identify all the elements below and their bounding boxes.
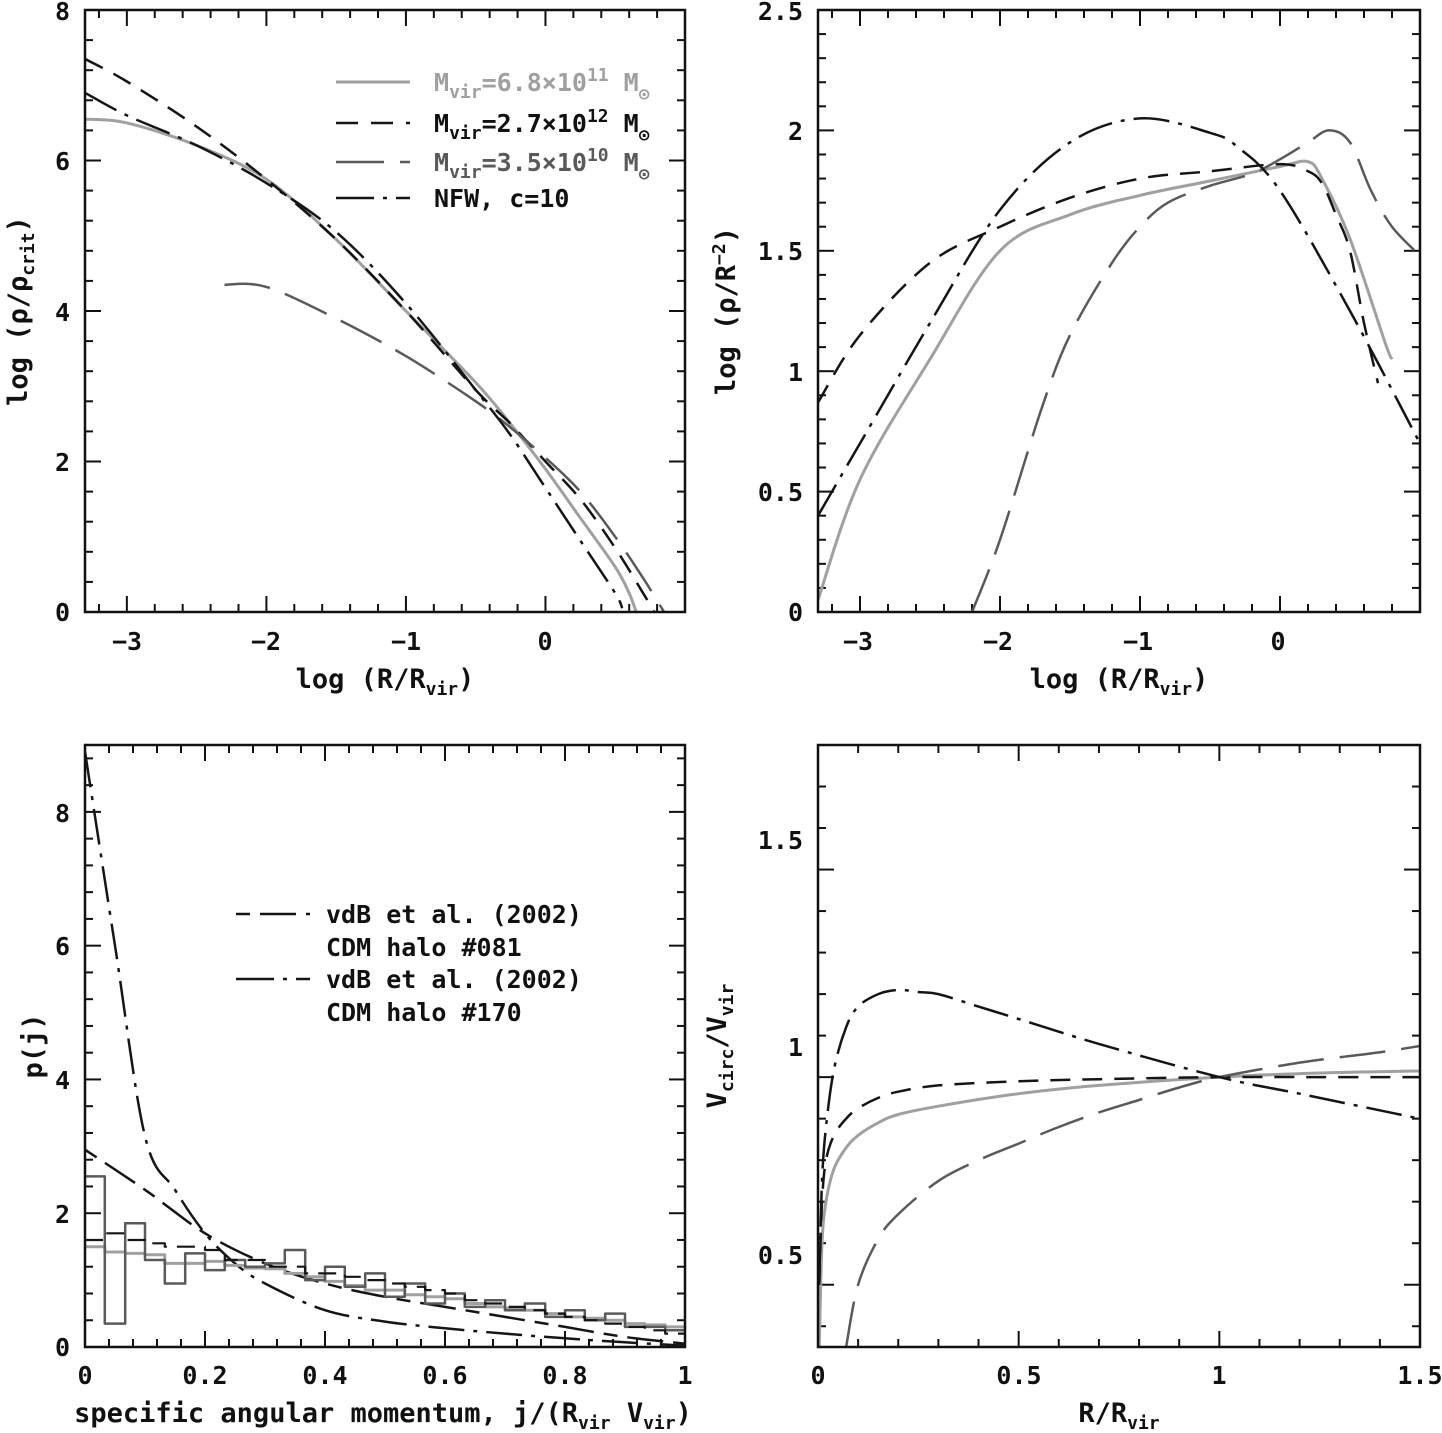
xtick-label: 0.5 <box>996 1361 1041 1390</box>
x-axis-label: log (R/Rvir) <box>296 664 475 700</box>
xtick-label: 0 <box>810 1361 825 1390</box>
panel-angular-momentum: 0 0.2 0.4 0.6 0.8 1 0 2 4 6 8 specific a… <box>18 743 693 1433</box>
series-line-dashdot-black <box>85 91 624 609</box>
ytick-label: 6 <box>55 932 70 961</box>
frame-bl <box>83 743 687 1349</box>
legend-entry: vdB et al. (2002) <box>326 965 582 994</box>
x-axis-label: R/Rvir <box>1078 1398 1159 1433</box>
series-line-short-dash-black <box>818 162 1380 404</box>
series-line-dashdot-black <box>818 988 1420 1285</box>
legend-entry: NFW, c=10 <box>434 184 569 213</box>
panel-density-profile: −3 −2 −1 0 0 2 4 6 8 log (R/Rvir) log (ρ… <box>3 0 687 700</box>
panel-rho-r2-profile: −3 −2 −1 0 0 0.5 1 1.5 2 2.5 log (R/Rvir… <box>709 0 1422 700</box>
legend-entry: CDM halo #081 <box>326 933 522 962</box>
series-line-long-dash-dark <box>844 1044 1420 1347</box>
ticks-br <box>817 744 1421 1347</box>
xtick-label: 0.4 <box>302 1361 347 1390</box>
ytick-label: 8 <box>55 799 70 828</box>
ticks-tl <box>85 9 686 613</box>
ytick-label: 0.5 <box>758 1241 803 1270</box>
ytick-label: 0.5 <box>758 478 803 507</box>
ytick-label: 2 <box>788 117 803 146</box>
series-line-short-dash-black <box>818 1075 1420 1285</box>
series-line-long-dash-dark <box>970 129 1420 612</box>
series-line-step-dark <box>85 1175 685 1332</box>
series-line-dashdot-black <box>818 117 1420 517</box>
legend-tl: Mvir=6.8×1011 M⊙ Mvir=2.7×1012 M⊙ Mvir=3… <box>336 65 650 213</box>
xtick-label: 1 <box>677 1361 692 1390</box>
ytick-label: 4 <box>55 1066 70 1095</box>
xtick-label: 1.5 <box>1397 1361 1442 1390</box>
frame-tr <box>816 8 1422 614</box>
legend-entry: CDM halo #170 <box>326 998 522 1027</box>
ytick-label: 1.5 <box>758 826 803 855</box>
xtick-label: 0.2 <box>182 1361 227 1390</box>
ytick-label: 1 <box>788 358 803 387</box>
xtick-label: 0 <box>537 627 552 656</box>
xtick-label: −1 <box>1123 627 1153 656</box>
curves-tl <box>85 57 666 612</box>
y-axis-label: log (ρ/ρcrit) <box>3 216 39 406</box>
ytick-label: 1.5 <box>758 237 803 266</box>
x-axis-label: log (R/Rvir) <box>1030 664 1209 700</box>
xtick-label: −2 <box>983 627 1013 656</box>
curves-bl <box>85 751 685 1347</box>
y-axis-label: log (ρ/R−2) <box>709 227 742 395</box>
xtick-label: 0.6 <box>422 1361 467 1390</box>
legend-entry: vdB et al. (2002) <box>326 900 582 929</box>
ticks-tr <box>818 9 1421 613</box>
xtick-label: −2 <box>251 627 281 656</box>
xtick-label: −3 <box>843 627 873 656</box>
ytick-label: 0 <box>55 1333 70 1362</box>
series-line-short-dash-black <box>85 57 656 612</box>
legend-entry: Mvir=2.7×1012 M⊙ <box>434 106 650 146</box>
series-line-solid-light <box>818 159 1394 601</box>
series-line-solid-light <box>818 1069 1420 1347</box>
ytick-label: 8 <box>55 0 70 26</box>
x-axis-label: specific angular momentum, j/(Rvir Vvir) <box>74 1398 692 1433</box>
ytick-label: 2 <box>55 1200 70 1229</box>
series-line-dashdot-black <box>85 751 685 1347</box>
y-axis-label: p(j) <box>18 1013 49 1078</box>
y-axis-label: Vcirc/Vvir <box>702 984 738 1109</box>
curves-tr <box>818 117 1420 612</box>
ytick-label: 4 <box>55 298 70 327</box>
series-line-long-dash-dark <box>224 282 666 612</box>
ticks-bl <box>84 745 686 1348</box>
series-line-long-short-dash-black <box>85 1148 685 1345</box>
ytick-label: 6 <box>55 147 70 176</box>
frame-tl <box>83 8 687 614</box>
curves-br <box>818 988 1420 1347</box>
ytick-label: 0 <box>55 598 70 627</box>
xtick-label: 1 <box>1211 1361 1226 1390</box>
xtick-label: 0 <box>77 1361 92 1390</box>
frame-br <box>816 743 1422 1349</box>
ytick-label: 1 <box>788 1033 803 1062</box>
legend-entry: Mvir=6.8×1011 M⊙ <box>434 65 650 105</box>
ytick-label: 2 <box>55 448 70 477</box>
ytick-label: 2.5 <box>758 0 803 26</box>
legend-bl: vdB et al. (2002) CDM halo #081 vdB et a… <box>236 900 582 1027</box>
panel-rotation-curve: 0 0.5 1 1.5 0.5 1 1.5 R/Rvir Vcirc/Vvir <box>702 743 1442 1433</box>
xtick-label: −3 <box>112 627 142 656</box>
xtick-label: −1 <box>391 627 421 656</box>
xtick-label: 0 <box>1270 627 1285 656</box>
xtick-label: 0.8 <box>542 1361 587 1390</box>
series-line-step-black <box>85 1232 685 1335</box>
legend-entry: Mvir=3.5×1010 M⊙ <box>434 145 650 185</box>
ytick-label: 0 <box>788 598 803 627</box>
